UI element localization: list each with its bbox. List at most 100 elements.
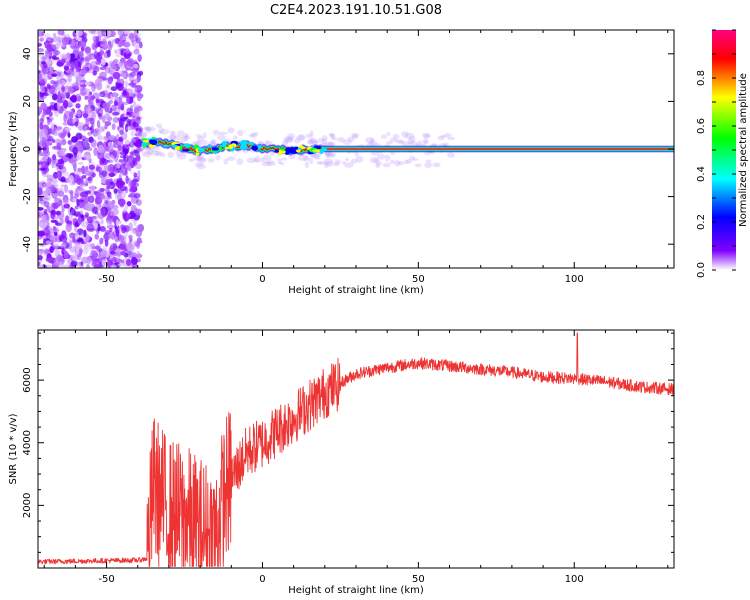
spectrogram-noise-cell [122,165,128,174]
spectrogram-panel: -50 0 50 100 -40 -20 0 20 40 Height of straight … [8,29,675,296]
spectrogram-noise-cell [121,91,130,99]
spectrogram-noise-cell [91,112,97,121]
spectrogram-noise-cell [88,136,94,143]
spectrogram-noise-cell [90,125,94,134]
spectrogram-halo-cell [385,141,393,145]
spectrogram-noise-cell [123,225,130,233]
spectrogram-noise-cell [50,122,54,130]
spectrogram-noise-cell [56,40,61,49]
spectrogram-blob [248,142,254,146]
spectrogram-noise-cell [112,143,119,149]
spectrogram-noise-cell [84,170,92,176]
spectrogram-noise-cell [41,197,49,201]
spectrogram-halo-cell [334,159,341,165]
spectrogram-blob [293,146,300,150]
spectrogram-noise-cell [92,70,97,76]
spectrogram-halo-cell [193,155,204,161]
spectrogram-halo-cell [196,157,207,164]
spectrogram-halo-cell [202,132,207,139]
spectrogram-noise-cell [133,149,137,154]
spectrogram-blob [211,147,219,151]
spectrogram-noise-cell [132,100,136,108]
spectrogram-halo-cell [404,159,409,165]
spectrogram-noise-cell [47,234,56,241]
spectrogram-halo-cell [328,132,334,137]
snr-x-tick-label: 50 [412,574,425,585]
spectrogram-noise-cell [38,128,44,137]
spectrogram-halo-cell [446,152,455,158]
spectrogram-noise-cell [87,195,95,204]
spectrogram-noise-cell [76,109,83,119]
spectrogram-halo-cell [207,157,215,163]
spectrogram-noise-cell [89,117,95,125]
spectrogram-blob [195,152,200,156]
spectrogram-y-tick-label: -20 [22,188,33,204]
spectrogram-halo-cell [253,131,259,136]
spectrogram-halo-cell [437,135,445,141]
spectrogram-noise-cell [42,92,49,97]
spectrogram-noise-cell [67,85,75,95]
snr-plot-area [38,332,674,567]
spectrogram-noise-cell [138,70,144,76]
spectrogram-halo-cell [266,161,276,166]
spectrogram-blob [284,149,290,155]
spectrogram-noise-cell [132,63,139,69]
spectrogram-noise-cell [68,174,74,184]
spectrogram-noise-cell [106,49,111,58]
spectrogram-noise-cell [38,206,44,211]
spectrogram-noise-cell [38,187,43,196]
spectrogram-noise-cell [127,73,132,78]
spectrogram-halo-cell [150,150,161,156]
spectrogram-halo-cell [169,130,175,137]
spectrogram-halo-cell [184,134,189,142]
spectrogram-ticks: -50 0 50 100 -40 -20 0 20 40 [22,30,674,285]
spectrogram-halo-cell [317,137,326,143]
spectrogram-noise-cell [126,242,133,252]
spectrogram-noise-cell [96,163,101,173]
spectrogram-noise-cell [77,216,82,225]
spectrogram-noise-cell [97,75,104,80]
spectrogram-noise-cell [41,136,46,143]
spectrogram-noise-cell [136,241,141,249]
spectrogram-halo-cell [326,152,337,157]
spectrogram-noise-cell [106,191,112,198]
spectrogram-noise-cell [98,193,106,200]
spectrogram-noise-cell [133,172,138,178]
spectrogram-halo-cell [310,139,319,144]
spectrogram-halo-cell [223,158,229,165]
spectrogram-noise-cell [138,41,143,49]
spectrogram-noise-cell [91,215,97,220]
spectrogram-noise-cell [99,225,106,232]
spectrogram-noise-cell [111,111,120,117]
colorbar-ticks: 0.0 0.2 0.4 0.6 0.8 [696,29,736,278]
spectrogram-noise-cell [88,164,95,170]
spectrogram-halo-cell [183,133,190,137]
spectrogram-noise-cell [38,198,41,204]
spectrogram-blob [224,147,230,150]
spectrogram-noise-cell [127,163,132,172]
spectrogram-noise-cell [42,110,46,116]
spectrogram-noise-cell [75,103,81,109]
spectrogram-noise-cell [81,76,86,81]
spectrogram-noise-cell [132,80,139,84]
spectrogram-halo-cell [296,135,306,141]
spectrogram-noise-cell [38,42,43,47]
spectrogram-noise-cell [52,225,56,231]
spectrogram-noise-cell [59,243,66,248]
spectrogram-halo-cell [412,157,419,161]
spectrogram-noise-cell [38,37,43,43]
spectrogram-noise-cell [135,163,142,170]
spectrogram-noise-cell [89,109,97,114]
spectrogram-halo-cell [386,131,391,136]
spectrogram-noise-cell [72,180,76,185]
spectrogram-halo-cell [303,156,311,162]
spectrogram-noise-cell [91,43,95,50]
spectrogram-noise-cell [96,55,103,62]
spectrogram-y-axis-label: Frequency (Hz) [8,111,19,187]
spectrogram-noise-cell [69,240,73,246]
spectrogram-noise-cell [44,248,50,255]
spectrogram-noise-cell [129,71,137,77]
spectrogram-noise-cell [129,170,135,174]
spectrogram-halo-cell [369,157,379,164]
spectrogram-noise-cell [54,35,62,42]
